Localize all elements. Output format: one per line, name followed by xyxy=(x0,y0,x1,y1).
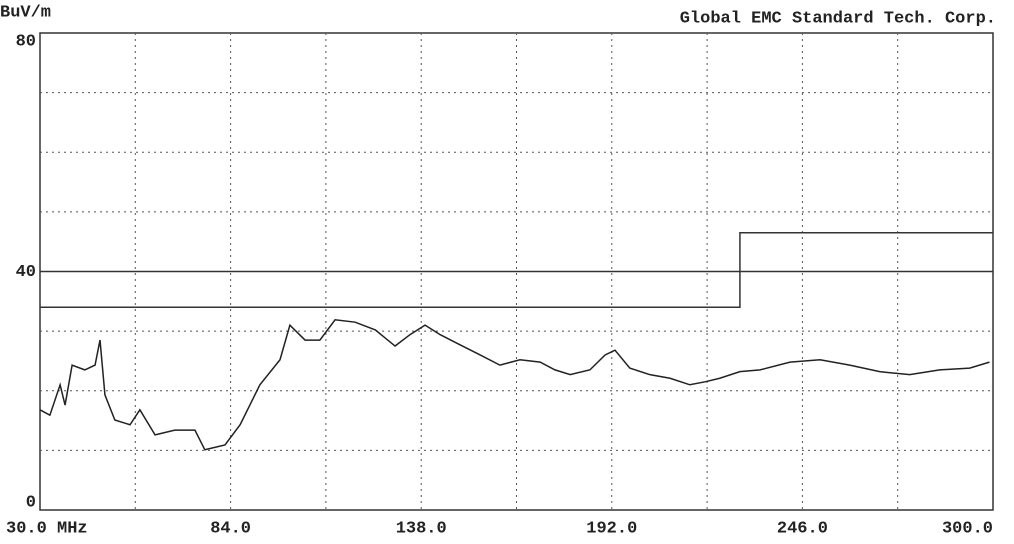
x-tick-label: 138.0 xyxy=(396,519,447,538)
x-tick-label: 84.0 xyxy=(210,519,251,538)
series-line xyxy=(39,319,990,451)
x-tick-label: 246.0 xyxy=(777,519,828,538)
y-tick-label: 40 xyxy=(16,263,36,282)
y-tick-label: 0 xyxy=(26,493,36,512)
chart-title: Global EMC Standard Tech. Corp. xyxy=(680,9,996,28)
x-tick-label: 30.0 MHz xyxy=(6,519,88,538)
series-line xyxy=(40,270,993,309)
x-tick-label: 192.0 xyxy=(586,519,637,538)
x-tick-label: 300.0 xyxy=(942,519,993,538)
unit-label: BuV/m xyxy=(0,3,51,22)
series-line xyxy=(40,231,993,273)
y-tick-label: 80 xyxy=(16,32,36,51)
